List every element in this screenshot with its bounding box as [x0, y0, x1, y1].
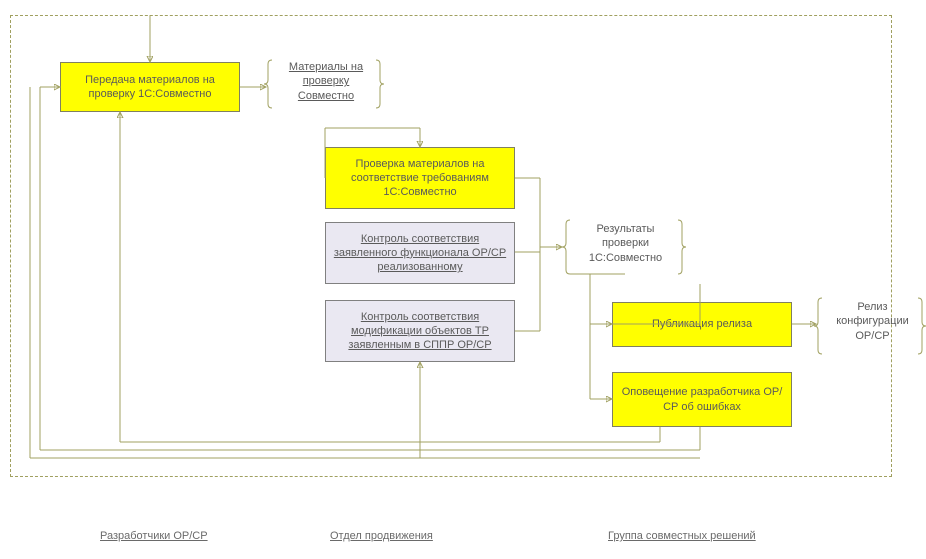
node-notify-errors: Оповещение разработчика ОР/СР об ошибках	[612, 372, 792, 427]
node-transfer-materials: Передача материалов на проверку 1С:Совме…	[60, 62, 240, 112]
node-label: Публикация релиза	[652, 317, 752, 331]
lane-label-text: Группа совместных решений	[608, 530, 756, 542]
node-label: Проверка материалов на соответствие треб…	[330, 157, 510, 200]
node-label: Передача материалов на проверку 1С:Совме…	[65, 73, 235, 102]
lane-promotion: Отдел продвижения	[330, 530, 433, 542]
bracket-materials: Материалы на проверку Совместно	[280, 60, 372, 108]
node-label: Оповещение разработчика ОР/СР об ошибках	[617, 385, 787, 414]
node-release-publish: Публикация релиза	[612, 302, 792, 347]
node-label: Контроль соответствия модификации объект…	[330, 310, 510, 353]
lane-label-text: Разработчики ОР/СР	[100, 530, 208, 542]
bracket-results: Результаты проверки 1С:Совместно	[578, 222, 673, 272]
lane-joint-solutions: Группа совместных решений	[608, 530, 756, 542]
lane-label-text: Отдел продвижения	[330, 530, 433, 542]
node-label: Контроль соответствия заявленного функци…	[330, 232, 510, 275]
node-control-modification: Контроль соответствия модификации объект…	[325, 300, 515, 362]
bracket-label-text: Результаты проверки 1С:Совместно	[589, 223, 662, 264]
lane-developers: Разработчики ОР/СР	[100, 530, 208, 542]
node-control-functional: Контроль соответствия заявленного функци…	[325, 222, 515, 284]
bracket-label-text: Релиз конфигурации ОР/СР	[836, 301, 909, 342]
node-check-materials: Проверка материалов на соответствие треб…	[325, 147, 515, 209]
bracket-label-text: Материалы на проверку Совместно	[289, 61, 363, 102]
bracket-release: Релиз конфигурации ОР/СР	[830, 300, 915, 352]
